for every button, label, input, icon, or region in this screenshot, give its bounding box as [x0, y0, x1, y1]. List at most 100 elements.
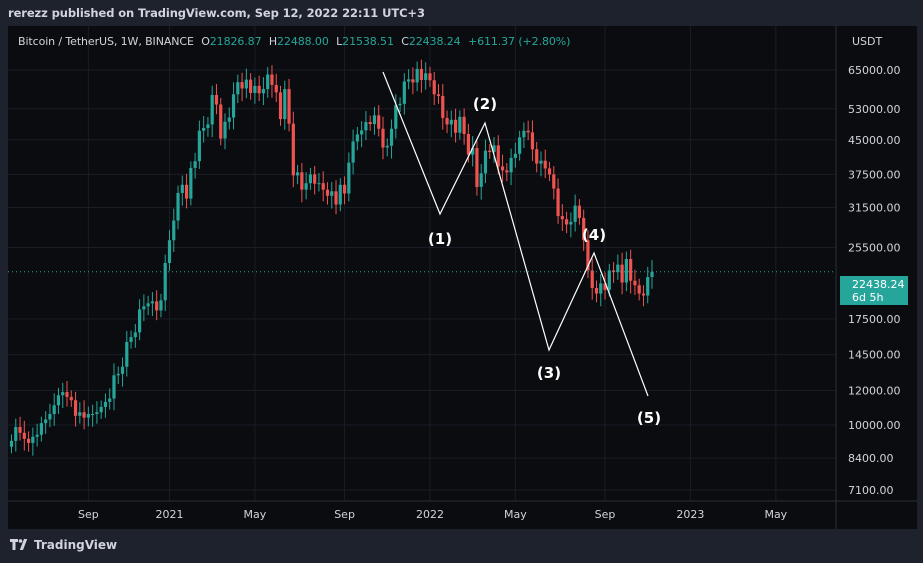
candle-body: [176, 192, 180, 221]
candle-body: [338, 184, 342, 205]
candle-body: [530, 132, 535, 150]
candle-body: [39, 423, 43, 435]
price-chart[interactable]: 65000.00 53000.00 45000.00 37500.00 31500.00…: [8, 26, 917, 529]
candle-body: [133, 332, 137, 338]
candle-body: [368, 122, 372, 125]
candle-body: [180, 184, 184, 193]
wave-label: (5): [637, 409, 661, 427]
candle-body: [270, 74, 274, 85]
brand-name: TradingView: [34, 538, 118, 552]
candle-body: [552, 174, 556, 189]
candle-body: [518, 137, 522, 154]
candle-body: [398, 103, 402, 106]
candle-body: [317, 183, 321, 185]
candle-body: [547, 168, 552, 175]
candle-body: [419, 68, 424, 80]
candle-body: [441, 95, 445, 118]
candle-body: [381, 128, 385, 148]
candle-body: [650, 271, 654, 278]
candle-body: [9, 440, 14, 447]
candle-body: [560, 216, 564, 220]
candle-body: [18, 426, 22, 433]
candle-body: [167, 240, 172, 264]
candle-body: [428, 73, 432, 81]
candle-body: [445, 117, 449, 125]
candle-body: [146, 303, 150, 307]
y-tick-label: 31500.00: [848, 201, 901, 214]
candle-body: [582, 217, 586, 241]
candle-body: [210, 94, 214, 125]
candle-body: [253, 85, 257, 93]
y-tick-label: 53000.00: [848, 103, 901, 116]
candle-body: [257, 85, 261, 94]
candle-body: [364, 122, 368, 131]
candle-body: [261, 89, 266, 94]
candle-body: [283, 89, 287, 120]
candle-body: [377, 115, 381, 129]
candle-body: [483, 150, 488, 174]
candle-body: [526, 130, 530, 133]
candle-body: [500, 166, 505, 171]
candle-body: [342, 184, 347, 194]
y-tick-label: 17500.00: [848, 313, 901, 326]
candle-body: [411, 79, 415, 83]
candle-body: [479, 173, 483, 187]
candle-body: [611, 270, 616, 273]
candle-body: [449, 119, 453, 125]
candle-body: [219, 104, 223, 139]
symbol-title: Bitcoin / TetherUS, 1W, BINANCE: [18, 35, 194, 48]
candle-body: [31, 436, 35, 443]
candle-body: [407, 79, 411, 82]
candle-body: [82, 412, 86, 418]
elliott-wave-line[interactable]: [382, 71, 649, 397]
candle-body: [227, 117, 231, 122]
candle-body: [616, 264, 620, 273]
candle-body: [304, 183, 308, 190]
candle-body: [202, 127, 206, 131]
y-tick-label: 8400.00: [848, 452, 894, 465]
candle-body: [577, 205, 582, 218]
candle-body: [594, 287, 599, 294]
candle-body: [86, 413, 90, 418]
published-info: rerezz published on TradingView.com, Sep…: [8, 6, 425, 20]
x-tick-label: Sep: [78, 508, 99, 521]
candle-body: [629, 259, 633, 281]
candle-body: [197, 130, 201, 162]
current-price: 22438.24: [852, 278, 905, 291]
candle-body: [471, 147, 475, 155]
candle-body: [513, 153, 517, 158]
candle-body: [278, 92, 283, 120]
y-tick-label: 10000.00: [848, 419, 901, 432]
tradingview-logo[interactable]: TradingView: [10, 538, 117, 552]
candle-body: [436, 94, 441, 96]
candle-body: [372, 115, 377, 125]
candle-body: [52, 405, 56, 414]
chart-frame: [8, 26, 917, 529]
candle-body: [590, 270, 594, 288]
candle-body: [573, 205, 577, 222]
candle-body: [184, 184, 189, 199]
candle-body: [291, 123, 295, 176]
candle-body: [26, 438, 31, 443]
currency-label: USDT: [852, 35, 883, 48]
candle-body: [543, 160, 547, 169]
candle-body: [458, 116, 462, 133]
candle-body: [125, 341, 129, 367]
candle-body: [569, 221, 573, 225]
candle-body: [637, 285, 641, 294]
wave-label: (3): [537, 364, 561, 382]
candle-body: [334, 191, 338, 205]
y-tick-label: 45000.00: [848, 134, 901, 147]
candle-body: [112, 375, 116, 399]
candle-body: [453, 119, 458, 133]
candle-body: [586, 240, 590, 271]
candle-body: [633, 280, 637, 286]
candle-body: [95, 412, 99, 414]
candle-body: [539, 160, 543, 164]
candle-body: [189, 167, 193, 199]
candle-body: [300, 172, 304, 190]
candle-body: [394, 105, 398, 129]
x-tick-label: 2023: [676, 508, 704, 521]
candle-body: [48, 413, 52, 420]
candle-body: [150, 301, 155, 304]
